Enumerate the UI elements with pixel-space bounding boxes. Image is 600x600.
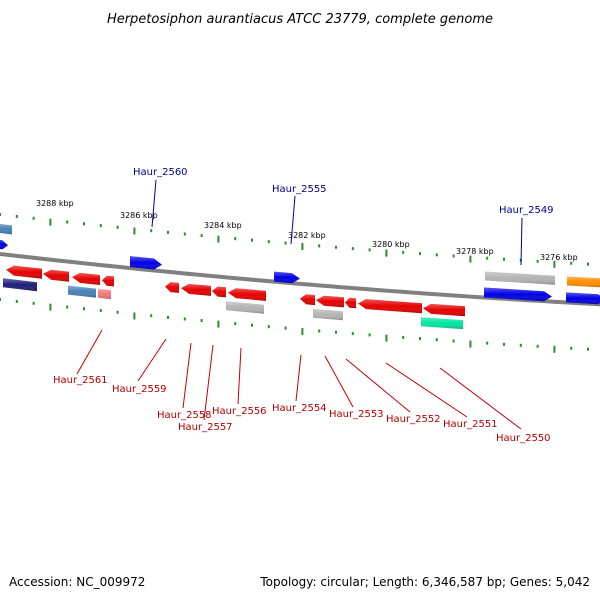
gene-feature-shading bbox=[274, 271, 300, 284]
label-leader-line bbox=[182, 342, 192, 409]
label-leader-line bbox=[203, 344, 214, 421]
gene-label-haur-2554[interactable]: Haur_2554 bbox=[272, 403, 327, 414]
gene-feature-shading bbox=[228, 288, 266, 301]
outer-scale-ticks bbox=[0, 213, 589, 268]
gene-label-haur-2559[interactable]: Haur_2559 bbox=[112, 384, 167, 395]
map-title: Herpetosiphon aurantiacus ATCC 23779, co… bbox=[107, 12, 493, 27]
scale-label-3280: 3280 kbp bbox=[372, 240, 410, 249]
gene-feature-shading bbox=[165, 282, 179, 293]
gene-label-haur-2558[interactable]: Haur_2558 bbox=[157, 410, 212, 421]
gene-feature-shading bbox=[300, 294, 315, 306]
gene-label-haur-2561[interactable]: Haur_2561 bbox=[53, 375, 108, 386]
gene-feature-shading bbox=[68, 285, 96, 298]
gene-feature-shading bbox=[6, 265, 42, 279]
scale-label-3276: 3276 kbp bbox=[540, 253, 578, 262]
label-leader-line bbox=[345, 358, 411, 413]
gene-label-haur-2551[interactable]: Haur_2551 bbox=[443, 419, 498, 430]
label-leader-line bbox=[237, 347, 242, 405]
gene-feature-shading bbox=[484, 287, 552, 302]
gene-feature-shading bbox=[98, 288, 111, 300]
gene-feature-shading bbox=[316, 295, 344, 308]
label-leader-line bbox=[324, 355, 354, 408]
gene-feature-shading bbox=[313, 308, 343, 321]
label-leader-line bbox=[295, 354, 302, 402]
scale-label-3278: 3278 kbp bbox=[456, 247, 494, 256]
gene-label-haur-2560[interactable]: Haur_2560 bbox=[133, 167, 188, 178]
label-leader-line bbox=[76, 329, 103, 375]
gene-feature-shading bbox=[567, 276, 600, 288]
gene-feature-shading bbox=[358, 299, 422, 314]
gene-feature-shading bbox=[102, 275, 114, 287]
scale-label-3286: 3286 kbp bbox=[120, 211, 158, 220]
gene-feature-shading bbox=[72, 272, 100, 285]
scale-label-3288: 3288 kbp bbox=[36, 199, 74, 208]
scale-label-3282: 3282 kbp bbox=[288, 231, 326, 240]
gene-label-haur-2556[interactable]: Haur_2556 bbox=[212, 406, 267, 417]
label-leader-line bbox=[439, 367, 522, 430]
gene-feature-shading bbox=[0, 223, 12, 235]
label-leader-line bbox=[137, 338, 167, 382]
gene-feature-shading bbox=[345, 297, 356, 309]
genome-summary-text: Topology: circular; Length: 6,346,587 bp… bbox=[259, 575, 590, 589]
gene-feature-shading bbox=[181, 283, 211, 296]
gene-label-haur-2555[interactable]: Haur_2555 bbox=[272, 184, 327, 195]
genome-backbone bbox=[0, 251, 600, 307]
gene-feature-shading bbox=[43, 269, 69, 282]
inner-scale-ticks bbox=[0, 298, 589, 353]
gene-labels: Haur_2560 Haur_2555 Haur_2549 Haur_2561 … bbox=[53, 167, 554, 444]
gene-features bbox=[0, 223, 600, 330]
gene-feature-shading bbox=[566, 292, 600, 305]
gene-feature-shading bbox=[421, 317, 463, 330]
gene-feature-shading bbox=[423, 303, 465, 317]
scale-labels: 3288 kbp 3286 kbp 3284 kbp 3282 kbp 3280… bbox=[36, 199, 578, 262]
label-leader-line bbox=[151, 179, 157, 228]
label-leader-line bbox=[385, 362, 468, 418]
gene-feature-shading bbox=[3, 278, 37, 292]
gene-label-haur-2553[interactable]: Haur_2553 bbox=[329, 409, 384, 420]
gene-label-haur-2549[interactable]: Haur_2549 bbox=[499, 205, 554, 216]
label-leader-lines bbox=[76, 179, 523, 430]
gene-feature-shading bbox=[0, 240, 8, 250]
gene-label-haur-2550[interactable]: Haur_2550 bbox=[496, 433, 551, 444]
label-leader-line bbox=[520, 217, 523, 266]
gene-feature-shading bbox=[212, 286, 226, 298]
gene-label-haur-2557[interactable]: Haur_2557 bbox=[178, 422, 233, 433]
accession-text: Accession: NC_009972 bbox=[9, 575, 145, 589]
gene-feature-shading bbox=[130, 256, 162, 270]
scale-label-3284: 3284 kbp bbox=[204, 221, 242, 230]
gene-label-haur-2552[interactable]: Haur_2552 bbox=[386, 414, 441, 425]
gene-feature-shading bbox=[226, 301, 264, 314]
label-leader-line bbox=[290, 195, 296, 245]
gene-feature-shading bbox=[485, 271, 555, 285]
